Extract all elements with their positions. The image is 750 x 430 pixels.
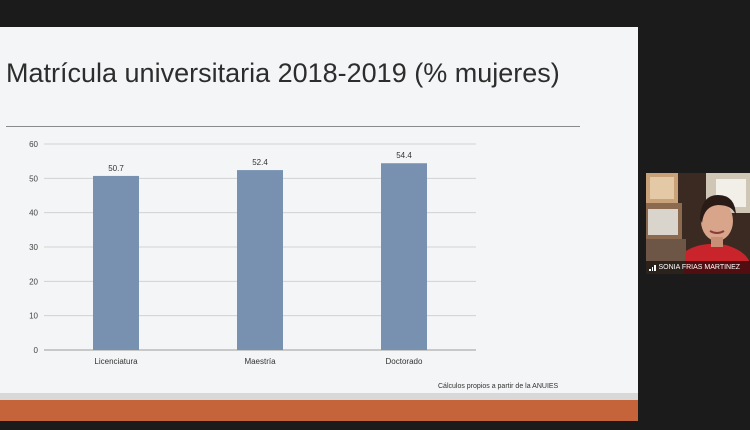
bar [237, 170, 283, 350]
x-category-label: Doctorado [386, 357, 423, 366]
bar [381, 163, 427, 350]
participant-video-tile[interactable]: SONIA FRIAS MARTINEZ [646, 173, 750, 274]
source-note: Cálculos propios a partir de la ANUIES [438, 383, 559, 390]
footer-band-accent [0, 400, 638, 421]
data-label: 52.4 [252, 158, 268, 167]
presentation-slide: Matrícula universitaria 2018-2019 (% muj… [0, 27, 638, 421]
data-label: 50.7 [108, 164, 124, 173]
x-category-label: Maestría [244, 357, 276, 366]
y-tick-label: 60 [29, 140, 38, 149]
y-tick-label: 30 [29, 243, 38, 252]
footer-band-gray [0, 393, 638, 400]
x-category-label: Licenciatura [94, 357, 138, 366]
bar-chart: 0 10 20 30 40 50 60 50.7 52.4 54.4 Licenciatura M… [29, 140, 476, 366]
y-tick-label: 10 [29, 312, 38, 321]
slide-title: Matrícula universitaria 2018-2019 (% muj… [6, 58, 560, 88]
y-tick-label: 50 [29, 174, 38, 183]
bar [93, 175, 139, 350]
y-tick-label: 20 [29, 277, 38, 286]
participant-name-bar: SONIA FRIAS MARTINEZ [646, 261, 750, 274]
participant-name: SONIA FRIAS MARTINEZ [658, 264, 741, 271]
title-divider [6, 126, 580, 127]
data-label: 54.4 [396, 151, 412, 160]
signal-bars-icon [649, 264, 656, 271]
y-tick-label: 40 [29, 209, 38, 218]
participant-video [646, 173, 750, 274]
y-tick-label: 0 [34, 346, 39, 355]
